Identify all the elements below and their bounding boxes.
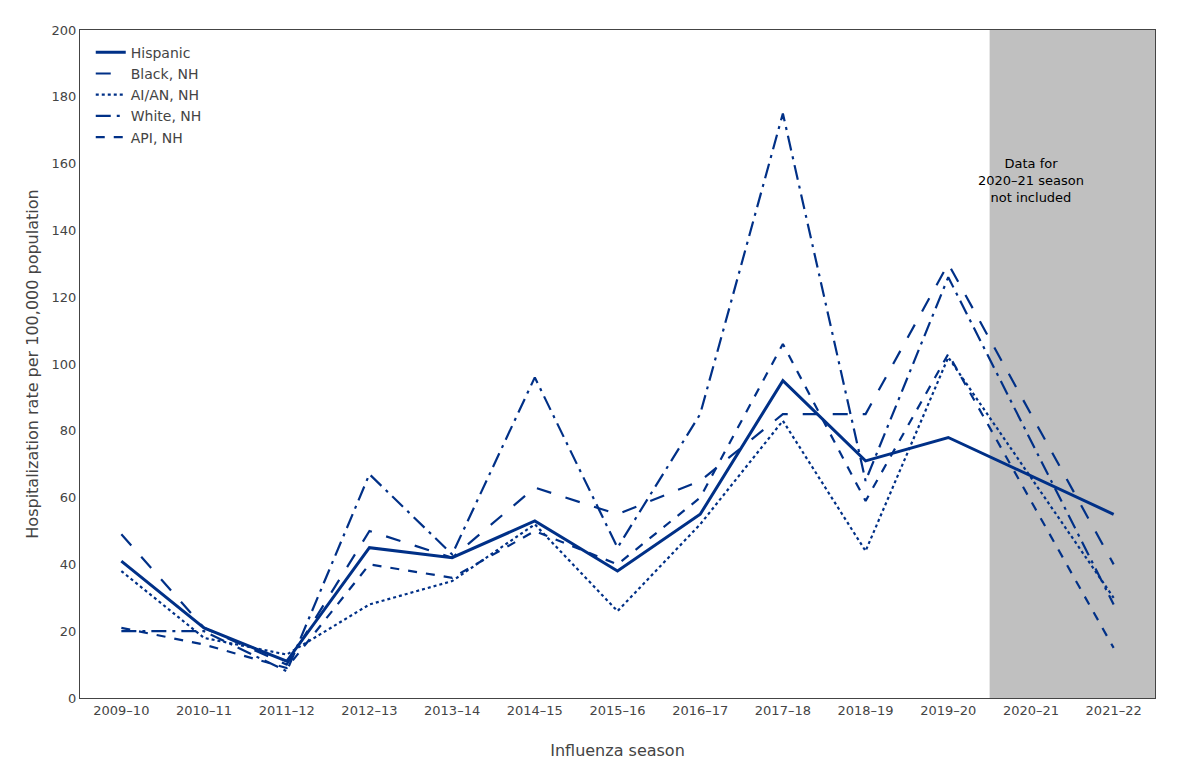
svg-text:White, NH: White, NH — [131, 108, 202, 124]
svg-text:2016–17: 2016–17 — [672, 703, 728, 718]
svg-text:0: 0 — [68, 691, 76, 706]
svg-text:100: 100 — [52, 357, 77, 372]
svg-text:2014–15: 2014–15 — [507, 703, 563, 718]
svg-text:2011–12: 2011–12 — [259, 703, 315, 718]
svg-text:2017–18: 2017–18 — [755, 703, 811, 718]
svg-text:2021–22: 2021–22 — [1086, 703, 1142, 718]
svg-text:20: 20 — [60, 624, 77, 639]
svg-text:Hispanic: Hispanic — [131, 45, 191, 61]
svg-text:API, NH: API, NH — [131, 130, 183, 146]
svg-text:120: 120 — [52, 290, 77, 305]
svg-text:140: 140 — [52, 223, 77, 238]
svg-text:40: 40 — [60, 557, 77, 572]
svg-text:2013–14: 2013–14 — [424, 703, 480, 718]
svg-text:Influenza season: Influenza season — [550, 741, 685, 760]
svg-text:2015–16: 2015–16 — [589, 703, 645, 718]
svg-text:180: 180 — [52, 89, 77, 104]
svg-text:60: 60 — [60, 490, 77, 505]
svg-text:Hospitalization rate per 100,0: Hospitalization rate per 100,000 populat… — [23, 189, 42, 538]
svg-text:2018–19: 2018–19 — [838, 703, 894, 718]
svg-text:2019–20: 2019–20 — [920, 703, 976, 718]
svg-text:2012–13: 2012–13 — [341, 703, 397, 718]
svg-text:2010–11: 2010–11 — [176, 703, 232, 718]
svg-text:AI/AN, NH: AI/AN, NH — [131, 87, 199, 103]
svg-text:160: 160 — [52, 156, 77, 171]
svg-text:2009–10: 2009–10 — [93, 703, 149, 718]
svg-text:200: 200 — [52, 23, 77, 38]
svg-text:Black, NH: Black, NH — [131, 66, 199, 82]
svg-text:Data for2020–21 seasonnot incl: Data for2020–21 seasonnot included — [978, 156, 1084, 205]
svg-text:2020–21: 2020–21 — [1003, 703, 1059, 718]
svg-text:80: 80 — [60, 423, 77, 438]
